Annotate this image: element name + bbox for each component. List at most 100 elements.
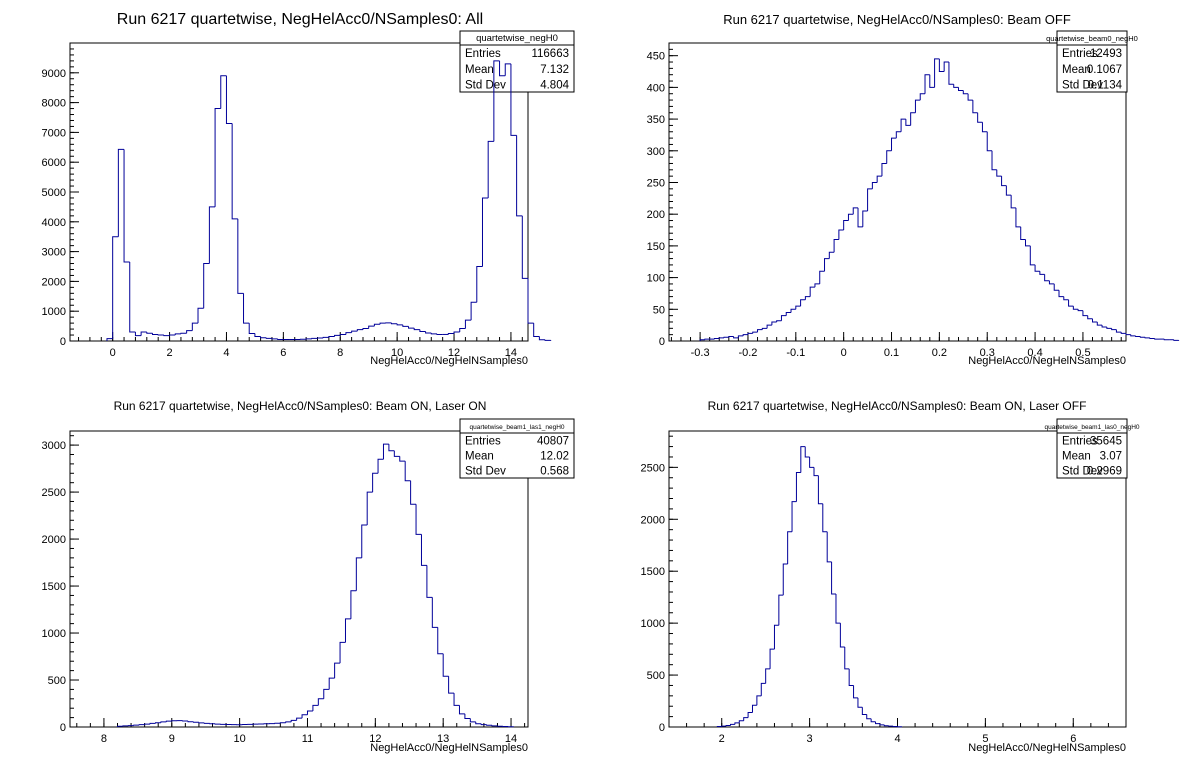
y-tick-label: 1500 (641, 566, 665, 578)
histogram-bin (747, 332, 753, 335)
y-tick-label: 2500 (641, 462, 665, 474)
histogram-bin (1058, 290, 1064, 298)
histogram-bin (112, 236, 119, 339)
histogram-bin (192, 721, 199, 723)
histogram-bin (1087, 315, 1093, 320)
y-tick-label: 450 (647, 51, 665, 63)
x-tick-label: -0.1 (786, 347, 805, 359)
histogram-bin (743, 717, 749, 721)
histogram-bin (756, 695, 762, 706)
histogram-bin (356, 329, 364, 332)
histogram-bin (1154, 338, 1160, 340)
histogram-bin (151, 333, 159, 335)
stats-stddev-label: Std Dev (1062, 80, 1103, 92)
histogram-bin (431, 597, 438, 628)
histogram-bin (197, 307, 204, 324)
histogram-bin (943, 61, 949, 72)
stats-stddev-value: 0.1134 (1088, 80, 1123, 92)
histogram-bin (404, 461, 411, 482)
histogram-bin (1135, 335, 1141, 338)
histogram-bin (453, 331, 460, 334)
histogram-bin (838, 229, 844, 240)
histogram-bin (875, 721, 880, 725)
histogram-bin (453, 693, 460, 706)
histogram-bin (372, 472, 379, 493)
histogram-bin (174, 333, 181, 336)
x-tick-label: 0.5 (1075, 347, 1090, 359)
stats-mean-label: Mean (1062, 451, 1091, 463)
histogram-bin (323, 688, 330, 699)
histogram-bin (237, 218, 244, 294)
histogram-bin (459, 327, 466, 333)
stats-box-frame (459, 30, 575, 93)
y-tick-label: 250 (647, 177, 665, 189)
histogram-bin (876, 175, 882, 183)
histogram-bin (713, 337, 720, 340)
histogram-bin (487, 140, 494, 198)
x-tick-label: 0.2 (932, 347, 947, 359)
histogram-bin (448, 676, 455, 694)
histogram-bin (345, 332, 352, 335)
histogram-bin (134, 332, 142, 337)
histogram-bin (725, 724, 731, 727)
histogram-bin (480, 723, 487, 726)
histogram-bin (493, 60, 500, 142)
y-tick-label: 400 (647, 82, 665, 94)
stats-entries-label: Entries (465, 436, 501, 448)
x-tick-label: 0 (841, 347, 847, 359)
histogram-bin (934, 58, 940, 88)
histogram-bin (191, 322, 199, 331)
histogram-bin (828, 251, 835, 259)
y-tick-label: 5000 (42, 187, 66, 199)
histogram-bin (778, 594, 784, 626)
histogram-bin (1068, 299, 1074, 307)
histogram-bin (891, 137, 897, 151)
histogram-bin (752, 331, 758, 334)
histogram-bin (1010, 195, 1016, 209)
y-tick-label: 500 (647, 670, 665, 682)
histogram-bin (339, 641, 346, 664)
histogram-bin (415, 504, 422, 535)
histogram-bin (953, 84, 959, 88)
stats-entries-value: 116663 (531, 48, 569, 60)
histogram-bin (871, 181, 878, 189)
histogram-bin (187, 720, 194, 723)
x-tick-label: 0.1 (884, 347, 899, 359)
histogram-bin (123, 149, 130, 263)
y-tick-label: 0 (659, 336, 665, 348)
histogram-bin (765, 668, 771, 684)
stats-stddev-label: Std Dev (465, 80, 506, 92)
histogram-bin (413, 328, 420, 331)
histogram-bin (804, 296, 811, 300)
histogram-bin (301, 714, 308, 719)
histogram-bin (977, 112, 983, 123)
histogram-bin (1001, 176, 1007, 187)
histogram-bin (322, 336, 329, 339)
histogram-bin (117, 148, 125, 237)
histogram-bin (1077, 309, 1083, 312)
histogram-bin (447, 333, 455, 335)
histogram-bin (154, 722, 161, 724)
histogram-bin (883, 724, 889, 727)
stats-entries-value: 40807 (537, 436, 569, 448)
histogram-panel-beam-on-laser-off: Run 6217 quartetwise, NegHelAcc0/NSample… (641, 399, 1140, 754)
histogram-bin (499, 60, 506, 77)
histogram-bin (317, 698, 324, 706)
y-tick-label: 1500 (42, 581, 66, 593)
x-tick-label: 6 (1070, 733, 1076, 745)
histogram-bin (231, 123, 238, 220)
histogram-bin (723, 336, 729, 338)
histogram-bin (425, 331, 432, 334)
histogram-bin (996, 169, 1002, 177)
stats-stddev-label: Std Dev (1062, 466, 1103, 478)
histogram-bin (787, 531, 793, 564)
y-tick-label: 9000 (42, 68, 66, 80)
histogram-bin (751, 704, 757, 713)
histogram-bin (390, 322, 398, 325)
stats-mean-value: 12.02 (540, 451, 569, 463)
histogram-bin (857, 207, 863, 228)
stats-mean-value: 7.132 (540, 64, 569, 76)
histogram-bin (824, 258, 830, 272)
histogram-bin (769, 648, 775, 669)
histogram-bin (958, 87, 964, 92)
